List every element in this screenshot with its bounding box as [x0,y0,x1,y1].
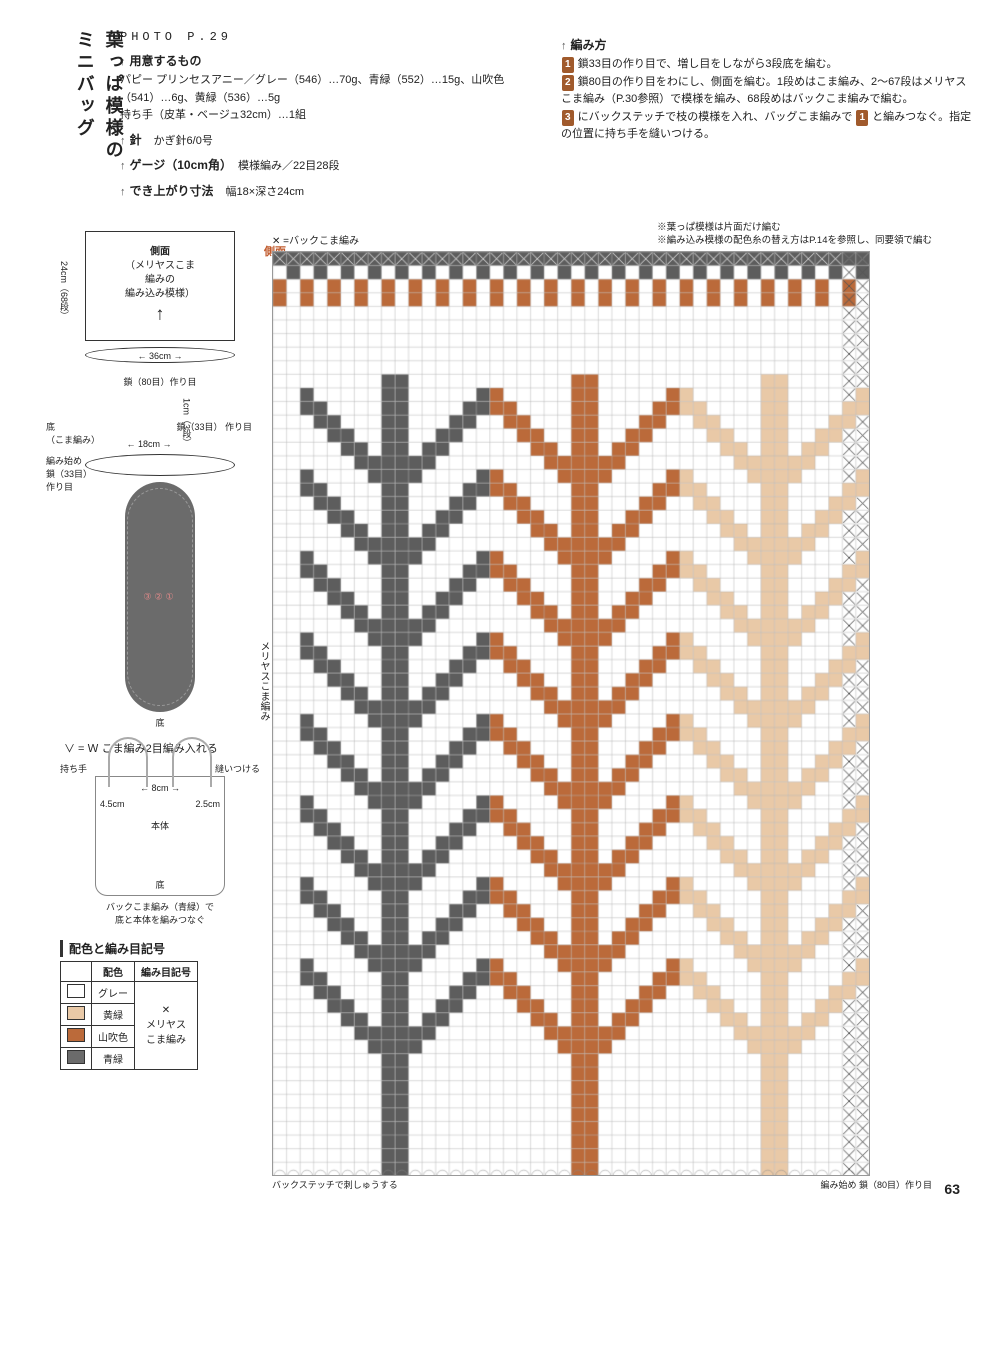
chart-note-1: ※葉っぱ模様は片面だけ編む [657,221,932,234]
bag-note: バックこま編み（青緑）で 底と本体を編みつなぐ [60,900,260,926]
chart-column: ✕ =バックこま編み ※葉っぱ模様は片面だけ編む ※編み込み模様の配色糸の替え方… [272,221,972,1191]
pattern-title: 葉っぱ模様の ミニバッグ [70,30,128,162]
base-start: 編み始め 鎖（33目） 作り目 [46,454,92,493]
base-top-ellipse [85,454,235,476]
needle-heading: 針 かぎ針6/0号 [120,131,531,151]
handle-left [108,737,148,787]
method-heading: 編み方 [561,36,972,53]
base-title: 底 （こま編み） [46,420,100,446]
bag-body: 本体 [96,819,224,832]
bag-base: 底 [96,878,224,891]
main-content: 24cm（68段） 側面 （メリヤスこま編みの 編み込み模様） ↑ ← 36cm… [60,221,972,1191]
chart-wrap: ← 68← 67← 65← 60← 55← 50← 45← 40← 35← 30… [272,251,972,1176]
side-height: 24cm（68段） [58,261,71,320]
side-chain: 鎖（80目）作り目 [60,375,260,388]
method-steps: 1 鎖33目の作り目で、増し目をしながら3段底を編む。2 鎖80目の作り目をわに… [561,56,972,144]
side-width: 36cm [149,351,171,361]
color-legend-table: 配色編み目記号 グレー✕ メリヤス こま編み黄緑山吹色青緑 [60,961,198,1070]
stitch-chart [272,251,870,1176]
legend-col2: 編み目記号 [135,962,198,982]
base-bottom-label: 底 [60,716,260,729]
title-1: 葉っぱ模様の [104,30,124,162]
materials-text: パピー プリンセスアニー／グレー（546）…70g、青緑（552）…15g、山吹… [120,72,531,125]
size-heading: でき上がり寸法 幅18×深さ24cm [120,182,531,202]
method-col: 編み方 1 鎖33目の作り目で、増し目をしながら3段底を編む。2 鎖80目の作り… [561,30,972,205]
title-2: ミニバッグ [75,30,95,140]
chart-note-2: ※編み込み模様の配色糸の替え方はP.14を参照し、同要領で編む [657,234,932,247]
chart-bottom-right: 編み始め 鎖（80目）作り目 [820,1178,932,1191]
chart-vlabel: メリヤスこま編み [256,641,271,721]
bag-sketch: ← 8cm → 4.5cm 2.5cm 本体 底 [95,776,225,896]
gauge-heading: ゲージ（10cm角） 模様編み／22目28段 [120,156,531,176]
base-width: 18cm [138,439,160,449]
base-chain: 鎖（33目） 作り目 [176,420,252,433]
legend-title: 配色と編み目記号 [60,940,260,957]
handle-right [172,737,212,787]
left-info: PHOTO P.29 用意するもの パピー プリンセスアニー／グレー（546）…… [120,30,531,205]
photo-ref: PHOTO P.29 [120,30,531,44]
side-panel-diagram: 側面 （メリヤスこま編みの 編み込み模様） ↑ [85,231,235,341]
base-oval: ③②① [125,482,195,712]
handle-label: 持ち手 [60,762,87,775]
side-panel-sub: （メリヤスこま編みの 編み込み模様） [125,260,195,299]
header-columns: PHOTO P.29 用意するもの パピー プリンセスアニー／グレー（546）…… [120,30,972,205]
page-number: 63 [944,1181,960,1197]
legend-col1: 配色 [92,962,135,982]
side-panel-title: 側面 [150,246,170,257]
base-rows: ③②① [143,591,176,602]
left-diagrams: 24cm（68段） 側面 （メリヤスこま編みの 編み込み模様） ↑ ← 36cm… [60,221,260,1191]
sew-label: 縫いつける [215,762,260,775]
inc-symbol: ∨ = Ｗ こま編み2目編み入れる [64,741,256,759]
arrow-up-icon: ↑ [156,303,165,323]
chart-bottom-note: バックステッチで刺しゅうする [272,1178,398,1191]
materials-heading: 用意するもの [120,52,531,69]
